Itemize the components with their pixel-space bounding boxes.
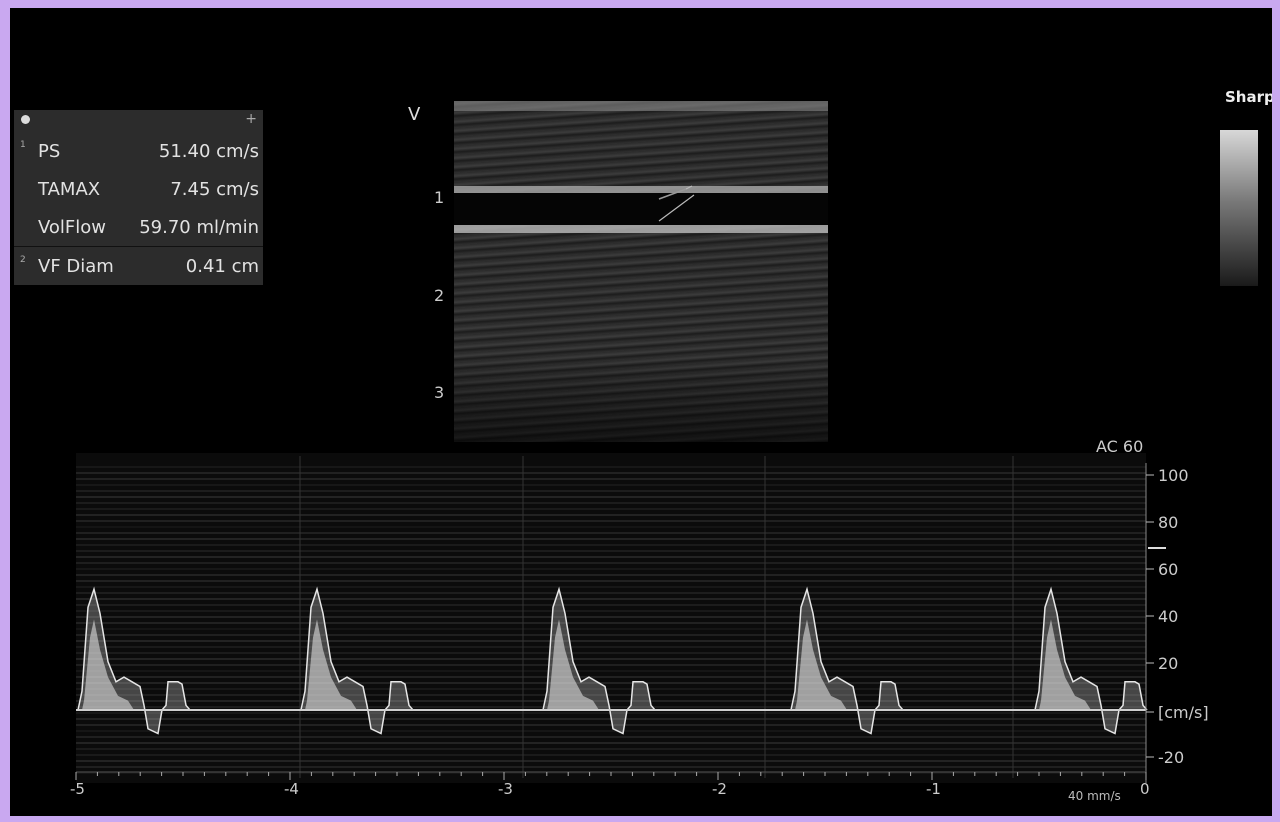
noise-row xyxy=(76,586,1146,588)
noise-row xyxy=(76,472,1146,474)
noise-row xyxy=(76,628,1146,630)
time-tick-label: -4 xyxy=(284,780,299,798)
velocity-tick-label: 40 xyxy=(1158,607,1178,626)
noise-row xyxy=(76,646,1146,648)
noise-row xyxy=(76,754,1146,756)
noise-row xyxy=(76,694,1146,696)
noise-row xyxy=(76,556,1146,558)
noise-row xyxy=(76,670,1146,672)
noise-row xyxy=(76,706,1146,708)
noise-row xyxy=(76,724,1146,726)
noise-row xyxy=(76,496,1146,498)
noise-row xyxy=(76,514,1146,516)
noise-row xyxy=(76,658,1146,660)
noise-row xyxy=(76,676,1146,678)
noise-row xyxy=(76,538,1146,540)
noise-row xyxy=(76,682,1146,684)
velocity-tick-label: 100 xyxy=(1158,466,1189,485)
noise-row xyxy=(76,598,1146,600)
noise-row xyxy=(76,532,1146,534)
velocity-tick-label: 20 xyxy=(1158,654,1178,673)
time-tick-label: -2 xyxy=(712,780,727,798)
noise-row xyxy=(76,544,1146,546)
time-tick-label: -1 xyxy=(926,780,941,798)
noise-row xyxy=(76,520,1146,522)
noise-row xyxy=(76,616,1146,618)
time-tick-label: -3 xyxy=(498,780,513,798)
spectral-doppler[interactable]: 100 80 60 40 20 [cm/s] -20 -5 -4 -3 -2 -1 0 xyxy=(10,8,1272,816)
noise-row xyxy=(76,484,1146,486)
noise-row xyxy=(76,568,1146,570)
velocity-tick-label: -20 xyxy=(1158,748,1184,767)
velocity-tick-label: 80 xyxy=(1158,513,1178,532)
noise-row xyxy=(76,466,1146,468)
noise-row xyxy=(76,490,1146,492)
noise-row xyxy=(76,700,1146,702)
noise-row xyxy=(76,664,1146,666)
noise-row xyxy=(76,502,1146,504)
noise-row xyxy=(76,562,1146,564)
noise-row xyxy=(76,766,1146,768)
noise-row xyxy=(76,760,1146,762)
velocity-tick-label: [cm/s] xyxy=(1158,703,1209,722)
noise-row xyxy=(76,748,1146,750)
noise-row xyxy=(76,688,1146,690)
noise-row xyxy=(76,508,1146,510)
noise-row xyxy=(76,742,1146,744)
noise-row xyxy=(76,610,1146,612)
noise-row xyxy=(76,652,1146,654)
noise-row xyxy=(76,478,1146,480)
noise-row xyxy=(76,574,1146,576)
noise-row xyxy=(76,592,1146,594)
noise-row xyxy=(76,730,1146,732)
noise-row xyxy=(76,550,1146,552)
noise-row xyxy=(76,604,1146,606)
noise-row xyxy=(76,736,1146,738)
sweep-speed-label: 40 mm/s xyxy=(1068,789,1121,803)
noise-row xyxy=(76,640,1146,642)
noise-row xyxy=(76,622,1146,624)
time-tick-label: -5 xyxy=(70,780,85,798)
velocity-tick-label: 60 xyxy=(1158,560,1178,579)
time-tick-label: 0 xyxy=(1140,780,1150,798)
noise-row xyxy=(76,580,1146,582)
noise-row xyxy=(76,634,1146,636)
noise-row xyxy=(76,526,1146,528)
ultrasound-screen: + 1 PS 51.40 cm/s TAMAX 7.45 cm/s VolFlo… xyxy=(10,8,1272,816)
velocity-ticks: 100 80 60 40 20 [cm/s] -20 xyxy=(1146,466,1209,767)
